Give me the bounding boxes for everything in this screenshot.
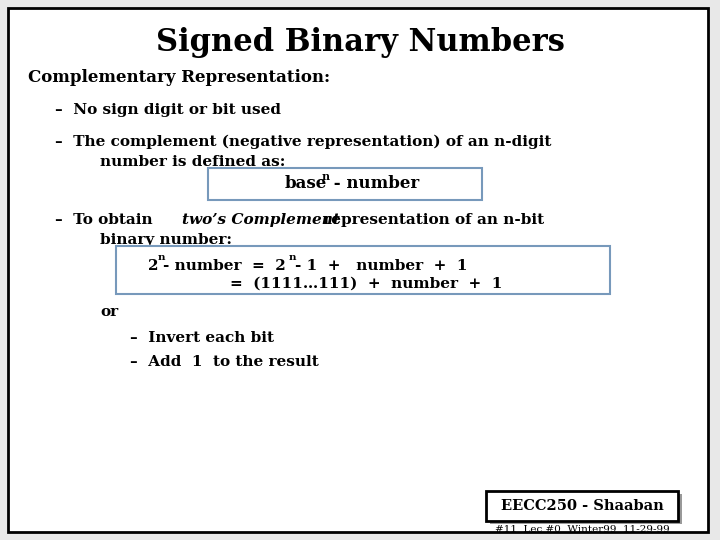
FancyBboxPatch shape xyxy=(486,491,678,521)
Text: #11  Lec #0  Winter99  11-29-99: #11 Lec #0 Winter99 11-29-99 xyxy=(495,525,670,535)
Text: or: or xyxy=(100,305,118,319)
FancyBboxPatch shape xyxy=(490,494,682,524)
Text: base: base xyxy=(285,176,328,192)
Text: number is defined as:: number is defined as: xyxy=(100,155,285,169)
Text: –  To obtain: – To obtain xyxy=(55,213,158,227)
Text: binary number:: binary number: xyxy=(100,233,232,247)
Text: representation of an n-bit: representation of an n-bit xyxy=(318,213,544,227)
Text: Complementary Representation:: Complementary Representation: xyxy=(28,70,330,86)
FancyBboxPatch shape xyxy=(208,168,482,200)
Text: 2: 2 xyxy=(148,259,158,273)
Text: n: n xyxy=(158,253,166,262)
Text: - number  =  2: - number = 2 xyxy=(163,259,286,273)
Text: n: n xyxy=(289,253,297,262)
Text: n: n xyxy=(322,171,330,181)
FancyBboxPatch shape xyxy=(116,246,610,294)
Text: =  (1111…111)  +  number  +  1: = (1111…111) + number + 1 xyxy=(230,277,503,291)
Text: - number: - number xyxy=(328,176,419,192)
Text: - 1  +   number  +  1: - 1 + number + 1 xyxy=(295,259,467,273)
FancyBboxPatch shape xyxy=(8,8,708,532)
Text: two’s Complement: two’s Complement xyxy=(182,213,340,227)
Text: –  The complement (negative representation) of an n-digit: – The complement (negative representatio… xyxy=(55,135,552,149)
Text: –  No sign digit or bit used: – No sign digit or bit used xyxy=(55,103,281,117)
Text: –  Add  1  to the result: – Add 1 to the result xyxy=(130,355,319,369)
Text: EECC250 - Shaaban: EECC250 - Shaaban xyxy=(500,499,663,513)
Text: Signed Binary Numbers: Signed Binary Numbers xyxy=(156,26,564,57)
Text: –  Invert each bit: – Invert each bit xyxy=(130,331,274,345)
